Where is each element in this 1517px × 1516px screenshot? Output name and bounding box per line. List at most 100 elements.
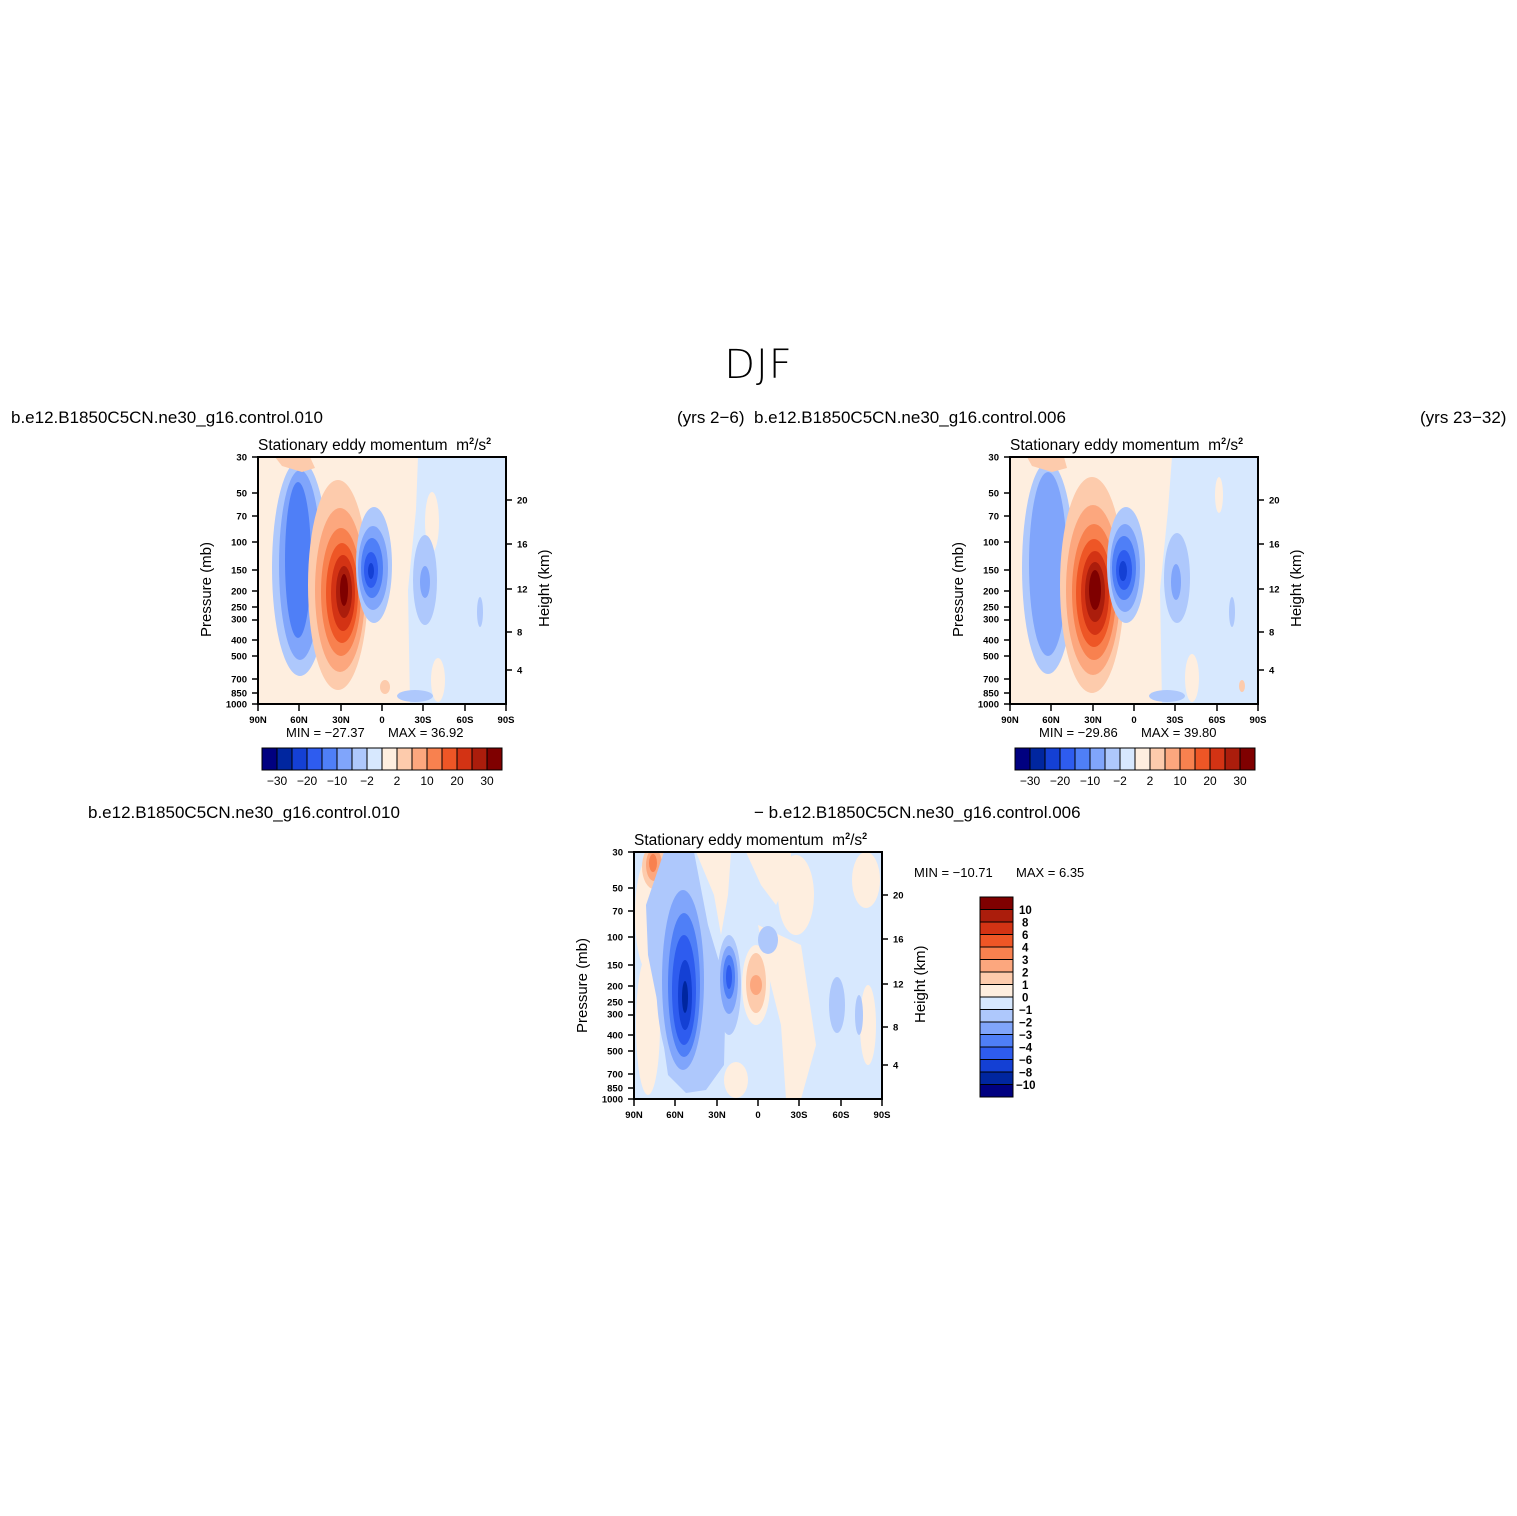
colorbar-swatch xyxy=(471,747,488,771)
y2-tick-label: 8 xyxy=(1269,628,1274,639)
colorbar-label: −10 xyxy=(1016,1080,1036,1092)
colorbar-label: 6 xyxy=(1022,930,1028,942)
y-tick-label: 850 xyxy=(231,689,247,700)
diff-case-a-label: b.e12.B1850C5CN.ne30_g16.control.010 xyxy=(88,803,400,822)
x-tick-label: 60N xyxy=(666,1110,684,1121)
colorbar-swatch xyxy=(396,747,413,771)
units-sup: 2 xyxy=(845,831,851,841)
y-tick-label: 250 xyxy=(983,603,999,614)
y-tick-label: 250 xyxy=(607,998,623,1009)
years-label-left: (yrs 2−6) xyxy=(677,408,745,427)
colorbar-swatch xyxy=(411,747,428,771)
figure-title: DJF xyxy=(724,342,793,388)
colorbar-label: −10 xyxy=(327,774,348,788)
y-tick-label: 1000 xyxy=(978,700,999,711)
y-tick-label: 30 xyxy=(612,848,623,859)
colorbar-swatch xyxy=(381,747,398,771)
case-label-left: b.e12.B1850C5CN.ne30_g16.control.010 xyxy=(11,408,323,427)
colorbar-label: 0 xyxy=(1022,993,1028,1005)
case-label-right: b.e12.B1850C5CN.ne30_g16.control.006 xyxy=(754,408,1066,427)
y2-tick-label: 16 xyxy=(893,935,904,946)
y2-tick-label: 20 xyxy=(517,496,528,507)
y2-tick-label: 8 xyxy=(893,1023,898,1034)
x-tick-label: 30S xyxy=(1167,715,1184,726)
colorbar-swatch xyxy=(979,1009,1014,1023)
colorbar-label: −3 xyxy=(1019,1030,1032,1042)
colorbar-label: −20 xyxy=(1050,774,1071,788)
x-tick-label: 60S xyxy=(833,1110,850,1121)
y2-tick-label: 8 xyxy=(517,628,522,639)
colorbar-swatch xyxy=(1059,747,1076,771)
colorbar-swatch xyxy=(276,747,293,771)
panel-3-plot: 30 50 70 100 150 200 250 300 400 500 700… xyxy=(602,848,904,1122)
y-tick-label: 700 xyxy=(607,1070,623,1081)
min-label-3: MIN = −10.71 xyxy=(914,865,993,880)
diff-case-b-label: − b.e12.B1850C5CN.ne30_g16.control.006 xyxy=(754,803,1081,822)
colorbar-label: 20 xyxy=(450,774,464,788)
colorbar-label: −8 xyxy=(1019,1068,1033,1080)
y-tick-label: 300 xyxy=(231,615,247,626)
y-tick-label: 70 xyxy=(988,512,999,523)
y2-tick-label: 4 xyxy=(1269,666,1275,677)
colorbar-2: −30 −20 −10 −2 2 10 20 30 xyxy=(1014,747,1256,788)
y-tick-label: 200 xyxy=(983,587,999,598)
colorbar-swatch xyxy=(979,1034,1014,1048)
max-label-2: MAX = 39.80 xyxy=(1141,725,1217,740)
y-tick-label: 1000 xyxy=(226,700,247,711)
colorbar-swatch xyxy=(1044,747,1061,771)
colorbar-label: 3 xyxy=(1022,955,1028,967)
plot-title-text: Stationary eddy momentum xyxy=(634,832,824,849)
y-tick-label: 30 xyxy=(988,453,999,464)
x-tick-label: 90N xyxy=(249,715,267,726)
y-axis-label-1: Pressure (mb) xyxy=(198,541,215,637)
units-mid: /s xyxy=(850,832,863,849)
colorbar-label: 10 xyxy=(1019,905,1032,917)
colorbar-3: 10 8 6 4 3 2 1 0 −1 −2 −3 −4 −6 −8 −10 xyxy=(979,896,1036,1098)
colorbar-1: −30 −20 −10 −2 2 10 20 30 xyxy=(261,747,503,788)
plot-title-1: Stationary eddy momentum m2/s2 xyxy=(258,432,491,455)
max-label-1: MAX = 36.92 xyxy=(388,725,464,740)
y-tick-label: 500 xyxy=(231,652,247,663)
units: m xyxy=(832,832,846,849)
x-tick-label: 90S xyxy=(498,715,515,726)
y-tick-label: 700 xyxy=(231,675,247,686)
y-axis-label-2: Pressure (mb) xyxy=(950,541,967,637)
colorbar-swatch xyxy=(456,747,473,771)
colorbar-label: −10 xyxy=(1080,774,1101,788)
colorbar-label: 2 xyxy=(1022,968,1028,980)
y2-axis-label-2: Height (km) xyxy=(1288,549,1305,627)
colorbar-swatch xyxy=(1089,747,1106,771)
y-tick-label: 400 xyxy=(231,636,247,647)
x-tick-label: 60N xyxy=(290,715,308,726)
plot-title-3: Stationary eddy momentum m2/s2 xyxy=(634,827,867,850)
colorbar-label: 30 xyxy=(480,774,494,788)
y-tick-label: 50 xyxy=(988,489,999,500)
y2-tick-label: 20 xyxy=(893,891,904,902)
y-tick-label: 100 xyxy=(607,933,623,944)
panel-1-plot: 30 50 70 100 150 200 250 300 400 500 700… xyxy=(226,453,528,727)
y-tick-label: 850 xyxy=(607,1084,623,1095)
colorbar-swatch xyxy=(979,1021,1014,1035)
y-tick-label: 100 xyxy=(231,538,247,549)
y2-tick-label: 12 xyxy=(517,585,528,596)
colorbar-swatch xyxy=(979,1084,1014,1098)
x-tick-label: 0 xyxy=(755,1110,760,1121)
x-tick-label: 0 xyxy=(1131,715,1136,726)
colorbar-swatch xyxy=(261,747,278,771)
units-sup: 2 xyxy=(469,436,475,446)
colorbar-swatch xyxy=(979,971,1014,985)
y-tick-label: 1000 xyxy=(602,1095,623,1106)
colorbar-swatch xyxy=(321,747,338,771)
units: m xyxy=(1208,437,1222,454)
colorbar-label: −6 xyxy=(1019,1055,1032,1067)
colorbar-swatch xyxy=(1194,747,1211,771)
x-tick-label: 60S xyxy=(457,715,474,726)
units-sup: 2 xyxy=(1238,436,1244,446)
y-tick-label: 500 xyxy=(983,652,999,663)
plot-title-text: Stationary eddy momentum xyxy=(258,437,448,454)
x-tick-label: 90S xyxy=(1250,715,1267,726)
y-tick-label: 300 xyxy=(607,1010,623,1021)
y-tick-label: 150 xyxy=(607,961,623,972)
y-tick-label: 50 xyxy=(236,489,247,500)
y2-tick-label: 20 xyxy=(1269,496,1280,507)
